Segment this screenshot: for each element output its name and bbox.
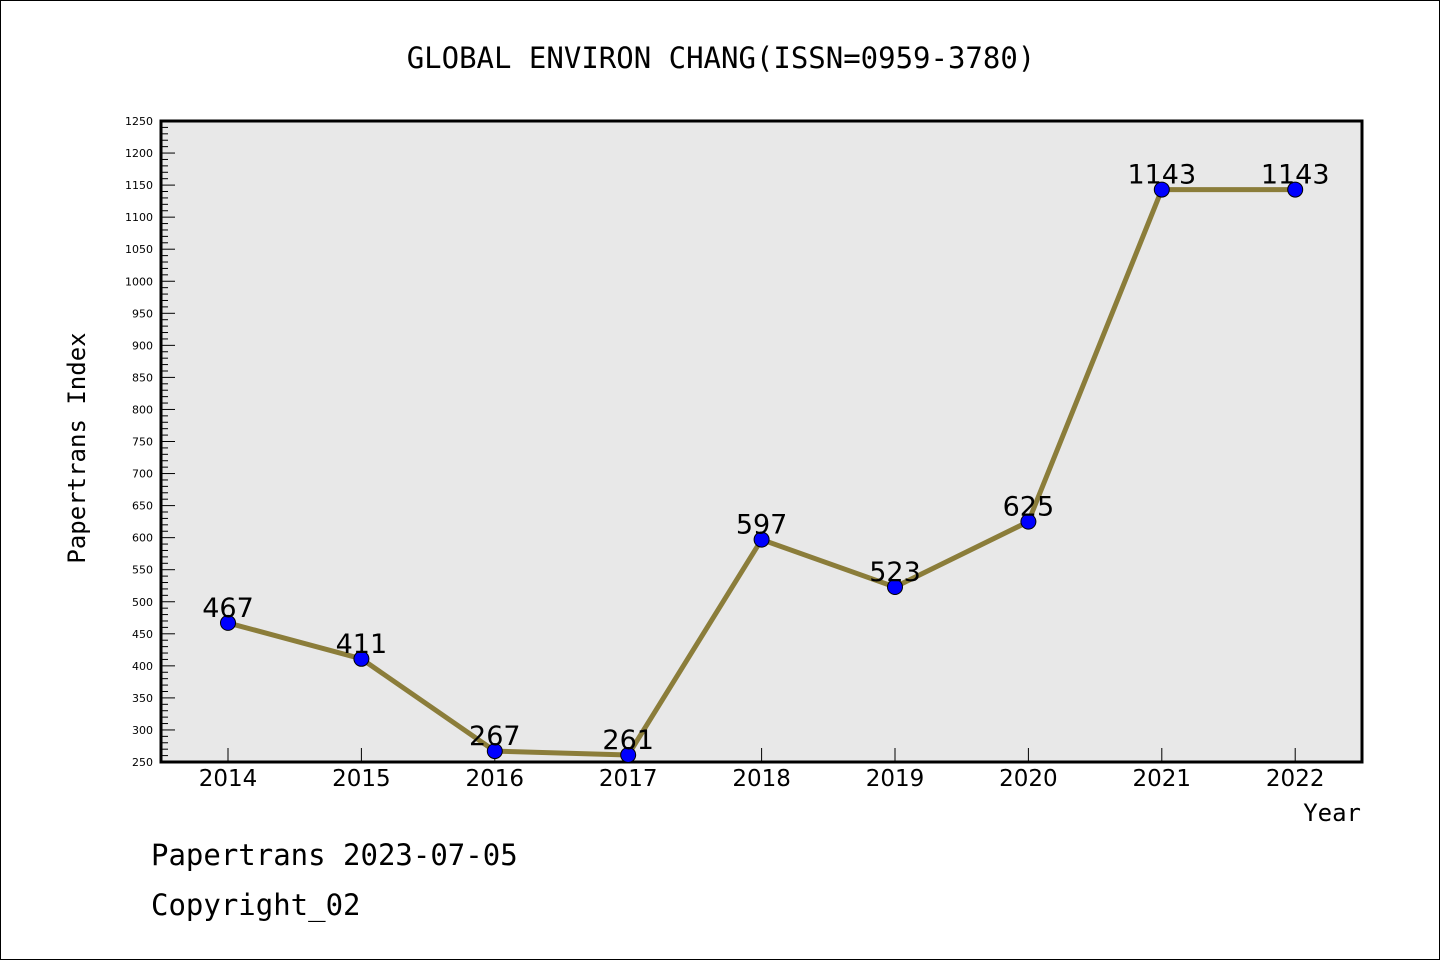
x-tick-label: 2014 <box>199 766 258 792</box>
data-point-marker <box>1020 513 1037 530</box>
y-tick-label: 750 <box>132 436 153 449</box>
y-tick-label: 950 <box>132 307 153 320</box>
x-tick-label: 2021 <box>1133 766 1192 792</box>
data-label: 261 <box>602 725 654 756</box>
data-label: 523 <box>869 557 921 588</box>
data-point-marker <box>220 614 236 631</box>
data-point-marker <box>353 650 370 667</box>
data-label: 411 <box>336 629 388 660</box>
y-tick-label: 600 <box>132 532 153 545</box>
x-tick-label: 2019 <box>866 766 925 792</box>
y-tick-label: 1200 <box>125 147 153 160</box>
y-tick-label: 800 <box>132 403 153 416</box>
data-label: 1143 <box>1127 160 1196 191</box>
x-tick-label: 2015 <box>332 766 391 792</box>
y-tick-label: 1150 <box>125 179 153 192</box>
y-tick-label: 500 <box>132 596 153 609</box>
data-point-marker <box>620 746 637 763</box>
data-labels: 467 411 267 261 597 523 625 1143 1143 <box>202 160 1329 756</box>
chart-title: GLOBAL ENVIRON CHANG(ISSN=0959-3780) <box>407 41 1036 75</box>
y-tick-label: 850 <box>132 371 153 384</box>
y-tick-label: 300 <box>132 724 153 737</box>
x-tick-label: 2022 <box>1266 766 1325 792</box>
y-tick-label: 400 <box>132 660 153 673</box>
y-tick-label: 1000 <box>125 275 153 288</box>
data-point-marker <box>887 579 903 596</box>
y-tick-label: 1100 <box>125 211 153 224</box>
plot-area <box>159 119 1364 764</box>
data-label: 1143 <box>1261 160 1330 191</box>
x-tick-label: 2017 <box>599 766 658 792</box>
data-label: 597 <box>736 510 788 541</box>
y-tick-label: 450 <box>132 628 153 641</box>
y-tick-label: 250 <box>132 756 153 769</box>
y-tick-label: 900 <box>132 339 153 352</box>
data-point-marker <box>1153 181 1170 198</box>
data-label: 267 <box>469 721 521 752</box>
footer-date: Papertrans 2023-07-05 <box>151 838 518 872</box>
x-axis-label: Year <box>1303 799 1361 827</box>
footer-copyright: Copyright_02 <box>151 888 361 923</box>
x-tick-label: 2018 <box>732 766 791 792</box>
data-label: 467 <box>202 593 254 624</box>
y-tick-label: 550 <box>132 564 153 577</box>
x-tick-label: 2016 <box>466 766 525 792</box>
data-point-marker <box>486 743 503 760</box>
data-label: 625 <box>1003 492 1055 523</box>
y-tick-label: 1250 <box>125 115 153 128</box>
x-axis-ticks: 2014 2015 2016 2017 2018 2019 2020 2021 2022 <box>199 748 1325 792</box>
series-markers <box>220 181 1304 763</box>
y-tick-label: 1050 <box>125 243 153 256</box>
x-tick-label: 2020 <box>999 766 1058 792</box>
y-axis-ticks: 250 300 350 400 450 500 550 600 650 700 750 800 850 9… <box>125 115 175 769</box>
y-tick-label: 700 <box>132 468 153 481</box>
y-tick-label: 350 <box>132 692 153 705</box>
data-point-marker <box>1287 181 1304 198</box>
y-tick-label: 650 <box>132 500 153 513</box>
data-point-marker <box>753 531 770 548</box>
y-axis-label: Papertrans Index <box>63 332 91 563</box>
